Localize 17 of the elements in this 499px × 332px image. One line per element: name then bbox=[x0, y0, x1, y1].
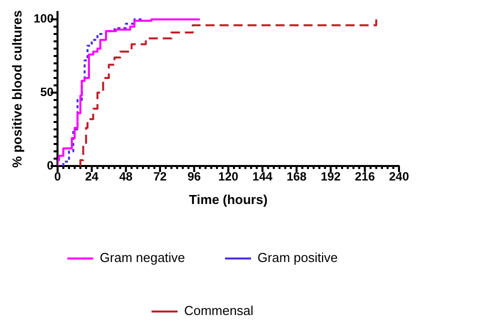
x-tick-label: 120 bbox=[218, 170, 239, 184]
x-tick-label: 72 bbox=[153, 170, 168, 184]
y-tick-label: 50 bbox=[40, 84, 54, 99]
x-tick-label: 192 bbox=[320, 170, 342, 184]
x-axis-title: Time (hours) bbox=[189, 192, 268, 207]
x-tick-label: 240 bbox=[388, 170, 410, 184]
x-tick-label: 96 bbox=[187, 170, 202, 184]
x-tick-label: 216 bbox=[354, 170, 376, 184]
x-tick-label: 24 bbox=[85, 170, 99, 184]
y-tick-label: 100 bbox=[34, 12, 54, 26]
x-tick-label: 48 bbox=[119, 170, 133, 184]
x-tick-label: 144 bbox=[252, 170, 273, 184]
legend-label: Gram negative bbox=[100, 250, 186, 266]
y-axis-title: % positive blood cultures bbox=[9, 10, 24, 168]
legend-label: Gram positive bbox=[258, 250, 338, 266]
x-tick-label: 168 bbox=[286, 170, 307, 184]
legend-label: Commensal bbox=[184, 303, 254, 318]
